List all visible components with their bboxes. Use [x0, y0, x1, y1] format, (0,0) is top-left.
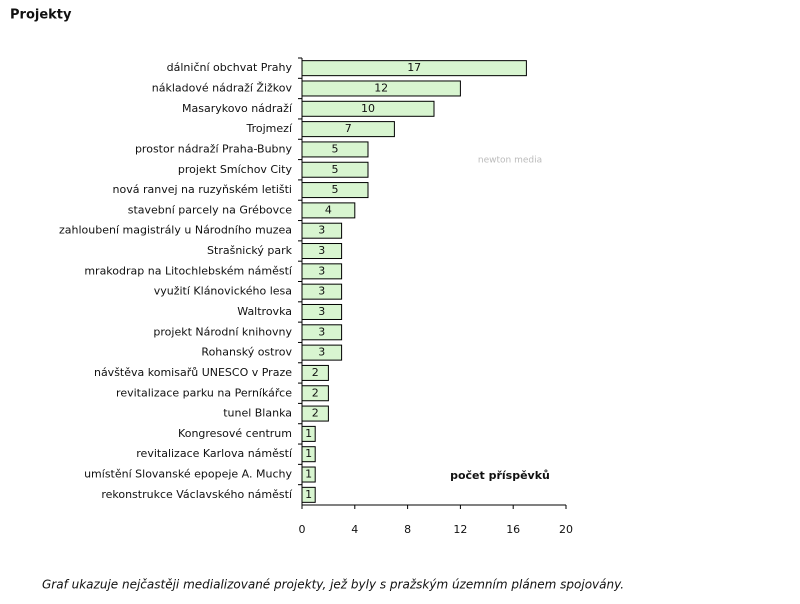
- y-tick-label: stavební parcely na Grébovce: [128, 203, 293, 216]
- y-tick-label: revitalizace Karlova náměstí: [136, 447, 293, 460]
- x-tick-label: 4: [351, 523, 358, 536]
- data-label: 7: [345, 122, 352, 135]
- data-label: 1: [305, 488, 312, 501]
- bar: [301, 222, 343, 239]
- y-tick-label: revitalizace parku na Perníkářce: [116, 386, 292, 399]
- y-tick-label: projekt Smíchov City: [178, 163, 293, 176]
- y-tick-label: prostor nádraží Praha-Bubny: [135, 142, 293, 155]
- bar: [301, 405, 329, 422]
- data-label: 3: [318, 264, 325, 277]
- y-tick-label: využití Klánovického lesa: [154, 285, 292, 298]
- data-label: 4: [325, 203, 332, 216]
- data-label: 3: [318, 244, 325, 257]
- y-tick-label: Rohanský ostrov: [201, 346, 292, 359]
- y-tick-label: dálniční obchvat Prahy: [167, 61, 293, 74]
- bar: [301, 364, 329, 381]
- data-label: 12: [374, 81, 388, 94]
- y-tick-label: Waltrovka: [237, 305, 292, 318]
- bar: [301, 80, 461, 97]
- y-tick-label: nákladové nádraží Žižkov: [152, 81, 293, 94]
- y-tick-label: tunel Blanka: [223, 407, 292, 420]
- y-tick-label: mrakodrap na Litochlebském náměstí: [84, 264, 293, 277]
- bar: [301, 161, 369, 178]
- bar: [301, 303, 343, 320]
- data-label: 3: [318, 325, 325, 338]
- data-label: 3: [318, 285, 325, 298]
- data-label: 17: [407, 61, 421, 74]
- data-label: 10: [361, 102, 375, 115]
- bar: [301, 182, 369, 199]
- bar: [301, 283, 343, 300]
- y-tick-label: Masarykovo nádraží: [182, 102, 293, 115]
- data-label: 3: [318, 224, 325, 237]
- data-label: 1: [305, 427, 312, 440]
- y-tick-label: zahloubení magistrály u Národního muzea: [59, 224, 292, 237]
- data-label: 2: [312, 366, 319, 379]
- data-label: 2: [312, 407, 319, 420]
- bar: [301, 100, 435, 117]
- bar: [301, 141, 369, 158]
- y-tick-label: umístění Slovanské epopeje A. Muchy: [84, 468, 292, 481]
- x-tick-label: 0: [299, 523, 306, 536]
- data-label: 1: [305, 468, 312, 481]
- y-tick-label: Trojmezí: [246, 122, 293, 135]
- caption: Graf ukazuje nejčastěji medializované pr…: [42, 578, 624, 592]
- y-tick-label: návštěva komisařů UNESCO v Praze: [94, 366, 292, 379]
- bar: [301, 446, 316, 463]
- bar: [301, 385, 329, 402]
- data-label: 3: [318, 305, 325, 318]
- bar: [301, 466, 316, 483]
- bar: [301, 324, 343, 341]
- y-tick-label: Kongresové centrum: [178, 427, 292, 440]
- axis-label: počet příspěvků: [450, 469, 550, 482]
- data-label: 2: [312, 386, 319, 399]
- bar: [301, 202, 356, 219]
- data-label: 1: [305, 447, 312, 460]
- y-tick-label: rekonstrukce Václavského náměstí: [101, 488, 293, 501]
- bar: [301, 425, 316, 442]
- bar: [301, 60, 527, 77]
- data-label: 3: [318, 346, 325, 359]
- bar: [301, 243, 343, 260]
- bar: [301, 344, 343, 361]
- bar: [301, 263, 343, 280]
- bar: [301, 486, 316, 503]
- y-tick-label: Strašnický park: [207, 244, 293, 257]
- bar: [301, 121, 395, 138]
- x-tick-label: 8: [404, 523, 411, 536]
- data-label: 5: [332, 183, 339, 196]
- data-label: 5: [332, 142, 339, 155]
- chart-title: Projekty: [10, 8, 72, 23]
- x-tick-label: 16: [506, 523, 520, 536]
- x-tick-label: 20: [559, 523, 573, 536]
- watermark: newton media: [478, 156, 542, 166]
- x-tick-label: 12: [453, 523, 467, 536]
- y-tick-label: projekt Národní knihovny: [153, 325, 292, 338]
- data-label: 5: [332, 163, 339, 176]
- y-tick-label: nová ranvej na ruzyňském letišti: [113, 183, 292, 196]
